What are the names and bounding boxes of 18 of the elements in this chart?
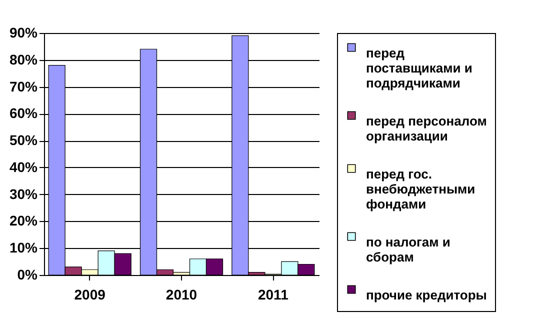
y-tick-label: 30% — [9, 186, 38, 202]
legend-label: перед гос. внебюджетными фондами — [366, 166, 476, 212]
legend-label: прочие кредиторы — [366, 288, 487, 302]
y-tick-label: 40% — [9, 158, 38, 175]
x-tick-label: 2011 — [258, 286, 289, 302]
legend-label: по налогам и сборам — [366, 234, 450, 264]
y-tick-label: 50% — [9, 132, 38, 148]
legend-label: перед персоналом организации — [366, 114, 487, 144]
y-tick-label: 70% — [9, 78, 38, 94]
legend-label: перед поставщиками и подрядчиками — [366, 46, 472, 90]
y-tick-label: 10% — [9, 240, 38, 256]
y-tick-label: 60% — [9, 105, 38, 122]
x-tick-label: 2009 — [74, 286, 106, 302]
x-tick-label: 2010 — [166, 286, 198, 302]
y-tick-label: 0% — [17, 266, 38, 282]
y-tick-label: 80% — [9, 51, 38, 68]
y-tick-label: 90% — [9, 24, 38, 40]
y-tick-label: 20% — [9, 212, 38, 229]
